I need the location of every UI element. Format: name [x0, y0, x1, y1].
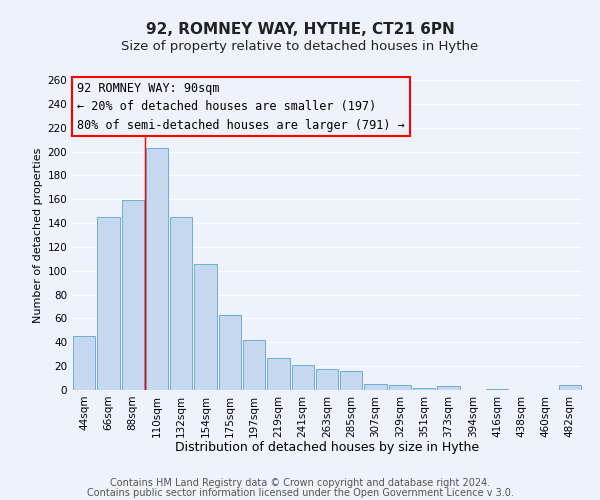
- Bar: [146, 148, 168, 390]
- Bar: [170, 217, 193, 390]
- Bar: [73, 336, 95, 390]
- Text: Contains HM Land Registry data © Crown copyright and database right 2024.: Contains HM Land Registry data © Crown c…: [110, 478, 490, 488]
- Bar: [559, 385, 581, 390]
- Text: Size of property relative to detached houses in Hythe: Size of property relative to detached ho…: [121, 40, 479, 53]
- Bar: [218, 315, 241, 390]
- Bar: [122, 200, 144, 390]
- Bar: [389, 385, 411, 390]
- Bar: [194, 264, 217, 390]
- Bar: [97, 217, 119, 390]
- Bar: [413, 388, 436, 390]
- Bar: [486, 389, 508, 390]
- Text: 92 ROMNEY WAY: 90sqm
← 20% of detached houses are smaller (197)
80% of semi-deta: 92 ROMNEY WAY: 90sqm ← 20% of detached h…: [77, 82, 405, 132]
- Bar: [243, 340, 265, 390]
- Bar: [364, 384, 387, 390]
- Y-axis label: Number of detached properties: Number of detached properties: [33, 148, 43, 322]
- Bar: [316, 368, 338, 390]
- Bar: [292, 365, 314, 390]
- Bar: [437, 386, 460, 390]
- Bar: [267, 358, 290, 390]
- Text: 92, ROMNEY WAY, HYTHE, CT21 6PN: 92, ROMNEY WAY, HYTHE, CT21 6PN: [146, 22, 454, 38]
- Text: Contains public sector information licensed under the Open Government Licence v : Contains public sector information licen…: [86, 488, 514, 498]
- Bar: [340, 371, 362, 390]
- X-axis label: Distribution of detached houses by size in Hythe: Distribution of detached houses by size …: [175, 441, 479, 454]
